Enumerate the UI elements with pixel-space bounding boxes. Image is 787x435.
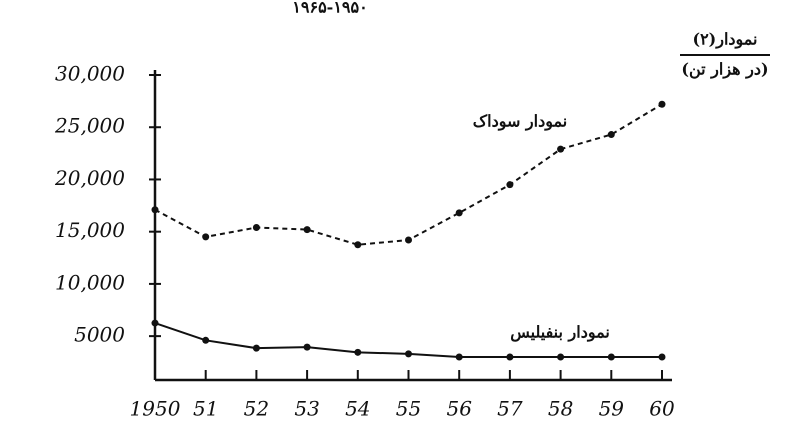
y-tick-label: 20,000	[54, 166, 125, 190]
data-point	[456, 354, 463, 361]
data-point	[557, 354, 564, 361]
data-point	[456, 209, 463, 216]
data-point	[405, 350, 412, 357]
x-tick-label: 1950	[130, 397, 181, 421]
data-point	[608, 131, 615, 138]
x-tick-label: 56	[446, 397, 472, 421]
data-point	[304, 226, 311, 233]
x-tick-label: 54	[345, 397, 370, 421]
data-point	[152, 320, 159, 327]
y-tick-label: 5000	[74, 323, 125, 347]
data-point	[506, 181, 513, 188]
series-label: نمودار سوداک	[473, 112, 567, 132]
data-point	[557, 146, 564, 153]
data-point	[152, 206, 159, 213]
x-tick-label: 58	[548, 397, 573, 421]
y-tick-label: 30,000	[55, 62, 125, 86]
data-point	[202, 233, 209, 240]
data-point	[659, 354, 666, 361]
x-tick-label: 53	[294, 397, 319, 421]
y-axis-unit: (در هزار تن)	[681, 60, 768, 80]
x-tick-label: 55	[396, 397, 421, 421]
y-axis-label: نمودار(۲)	[692, 30, 757, 50]
y-tick-label: 25,000	[54, 114, 125, 138]
x-tick-label: 60	[649, 397, 675, 421]
series-label: نمودار بنفیلیس	[510, 323, 610, 343]
x-tick-label: 59	[599, 397, 625, 421]
x-tick-label: 51	[193, 397, 218, 421]
data-point	[659, 101, 666, 108]
data-point	[304, 344, 311, 351]
data-point	[354, 241, 361, 248]
data-point	[202, 337, 209, 344]
data-point	[405, 237, 412, 244]
series-line	[155, 104, 662, 244]
data-point	[506, 354, 513, 361]
x-tick-label: 52	[244, 397, 269, 421]
data-point	[354, 349, 361, 356]
data-point	[253, 224, 260, 231]
y-tick-label: 10,000	[55, 270, 125, 294]
data-point	[253, 345, 260, 352]
x-tick-label: 57	[497, 397, 523, 421]
y-tick-label: 15,000	[55, 218, 125, 242]
chart-title: ۱۹۶۵-۱۹۵۰	[292, 0, 367, 17]
chart: ۱۹۶۵-۱۹۵۰ نمودار(۲) (در هزار تن) 5000 10,…	[0, 0, 787, 435]
data-point	[608, 354, 615, 361]
